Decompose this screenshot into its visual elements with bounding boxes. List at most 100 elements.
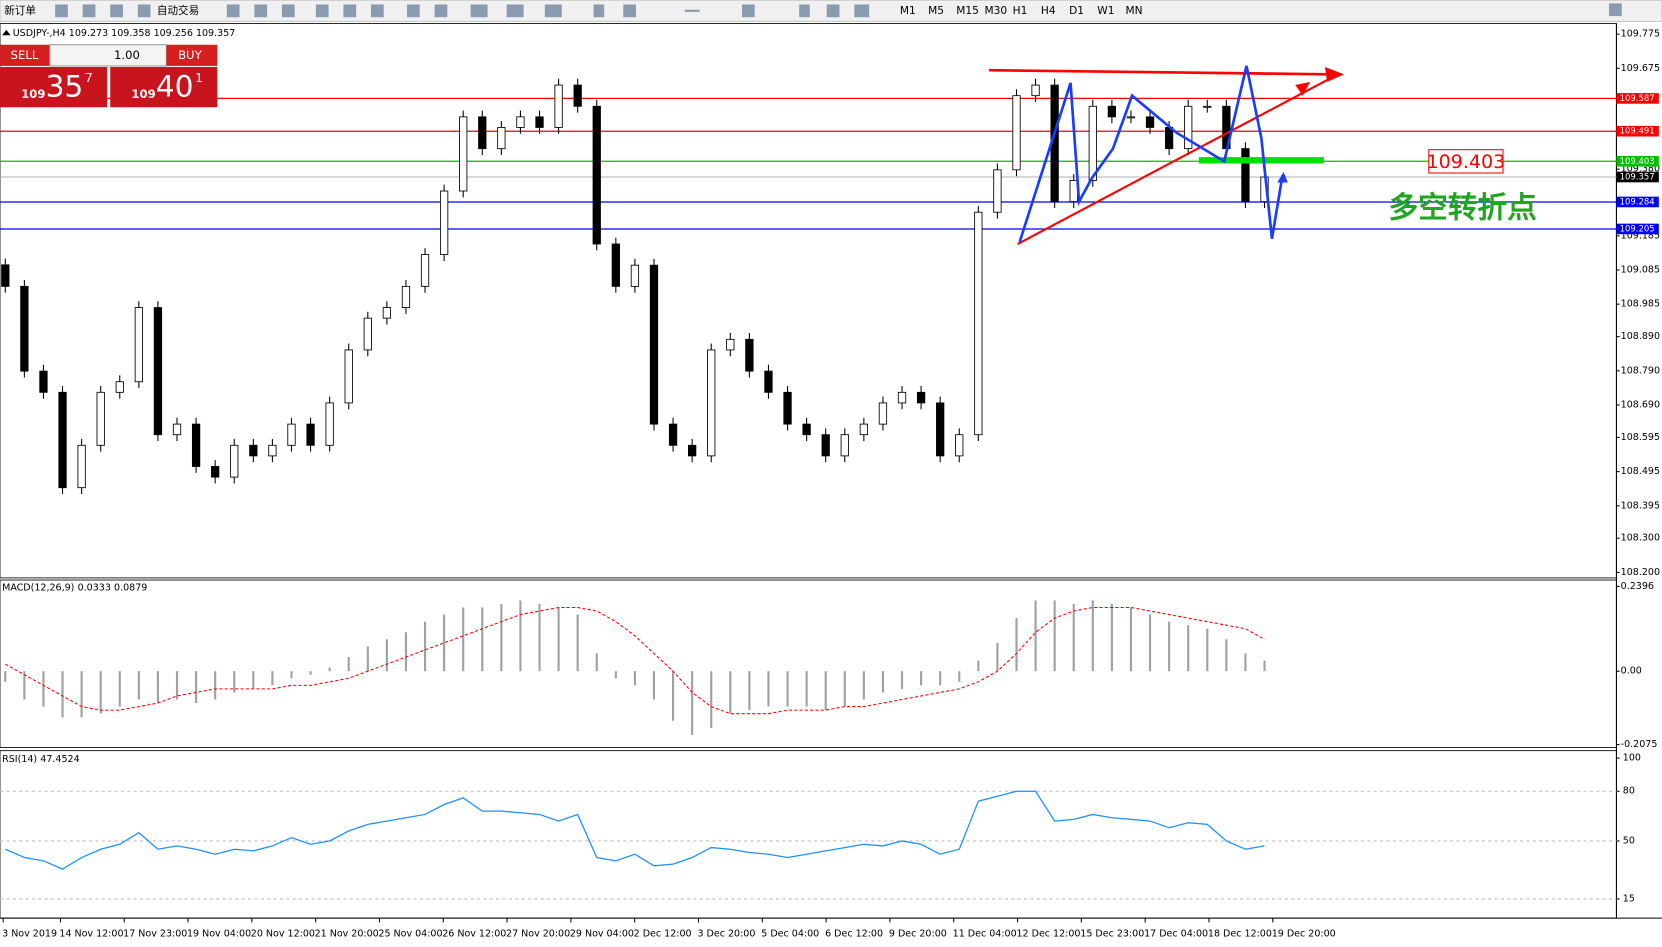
icon[interactable] xyxy=(593,4,605,18)
macd-bar xyxy=(271,671,274,686)
icon[interactable] xyxy=(684,9,700,12)
sell-label[interactable]: SELL xyxy=(11,48,39,62)
y-tick-label: 108.300 xyxy=(1621,533,1660,544)
macd-bar xyxy=(824,671,827,711)
sell-button[interactable] xyxy=(0,44,50,66)
icon[interactable] xyxy=(741,4,755,18)
buy-price-box[interactable] xyxy=(110,67,218,108)
bid-price-box xyxy=(1616,171,1659,183)
x-tick-label: 20 Nov 12:00 xyxy=(251,929,315,940)
timeframe-button[interactable]: D1 xyxy=(1069,5,1084,17)
rsi-line xyxy=(5,790,1265,870)
timeframe-button[interactable]: M15 xyxy=(956,5,979,17)
timeframe-button[interactable]: MN xyxy=(1125,5,1142,17)
icon[interactable] xyxy=(407,4,420,18)
macd-bar xyxy=(481,607,484,672)
timeframe-button[interactable]: H1 xyxy=(1013,5,1028,17)
level-price-box xyxy=(1616,125,1659,137)
bid-price-label: 109.357 xyxy=(1620,172,1655,182)
candle-body xyxy=(840,434,849,457)
icon[interactable] xyxy=(623,4,636,18)
sell-price-fraction: 7 xyxy=(85,70,93,85)
x-tick-label: 17 Nov 23:00 xyxy=(123,929,187,940)
macd-bar xyxy=(233,671,236,693)
icon[interactable] xyxy=(226,4,240,18)
icon[interactable] xyxy=(110,4,123,18)
candle-body xyxy=(1184,105,1193,150)
macd-bar xyxy=(710,671,713,728)
trend-line[interactable] xyxy=(988,68,1338,76)
y-tick-label: 15 xyxy=(1623,893,1635,904)
trend-line[interactable] xyxy=(1017,73,1339,245)
icon[interactable] xyxy=(826,4,840,18)
collapse-arrow[interactable] xyxy=(2,29,11,36)
icon[interactable] xyxy=(82,4,96,18)
buy-button[interactable] xyxy=(166,44,218,66)
x-tick-label: 19 Dec 20:00 xyxy=(1272,929,1336,940)
y-tick-label: 108.985 xyxy=(1621,299,1660,310)
buy-label[interactable]: BUY xyxy=(178,48,203,62)
candle-body xyxy=(497,127,506,150)
icon[interactable] xyxy=(470,4,488,18)
x-tick-label: 17 Dec 04:00 xyxy=(1144,929,1208,940)
candle-body xyxy=(916,391,926,404)
icon[interactable] xyxy=(434,4,448,18)
macd-bar xyxy=(519,600,522,672)
macd-bar xyxy=(252,671,255,689)
level-price-box xyxy=(1616,155,1659,167)
macd-bar xyxy=(786,671,789,707)
icon[interactable] xyxy=(343,4,357,18)
candle-body xyxy=(745,338,754,372)
candle-body xyxy=(382,307,392,319)
level-marker[interactable] xyxy=(1198,157,1324,164)
x-tick-label: 6 Dec 12:00 xyxy=(825,929,883,940)
x-tick-label: 26 Nov 12:00 xyxy=(442,929,506,940)
new-order-button[interactable]: 新订单 xyxy=(4,4,36,17)
candle-body xyxy=(649,264,659,425)
icon[interactable] xyxy=(799,4,810,18)
icon[interactable] xyxy=(854,4,870,18)
lots-value[interactable]: 1.00 xyxy=(114,48,140,62)
macd-bar xyxy=(195,671,198,704)
search-icon[interactable] xyxy=(1609,3,1622,17)
icon[interactable] xyxy=(281,4,295,18)
macd-bar xyxy=(1225,639,1228,672)
auto-trading-button[interactable]: 自动交易 xyxy=(157,4,199,17)
sell-price-box[interactable] xyxy=(0,67,108,108)
level-price-label: 109.205 xyxy=(1620,223,1655,233)
candle-body xyxy=(1107,105,1117,118)
x-tick-label: 15 Dec 23:00 xyxy=(1080,929,1144,940)
wave-line[interactable] xyxy=(1018,65,1284,243)
y-tick-label: 0.00 xyxy=(1621,666,1642,677)
timeframe-button[interactable]: H4 xyxy=(1041,5,1056,17)
macd-bar xyxy=(977,660,980,672)
macd-bar xyxy=(404,632,408,672)
y-tick-label: 108.690 xyxy=(1621,399,1660,410)
timeframe-button[interactable]: M30 xyxy=(984,5,1007,17)
timeframe-button[interactable]: M5 xyxy=(928,5,944,17)
macd-bar xyxy=(385,639,388,672)
candle-body xyxy=(859,423,868,436)
candle-body xyxy=(306,423,315,446)
icon[interactable] xyxy=(370,4,384,18)
timeframe-button[interactable]: W1 xyxy=(1097,5,1114,17)
icon[interactable] xyxy=(55,4,68,18)
icon[interactable] xyxy=(506,4,524,18)
buy-price-fraction: 1 xyxy=(195,70,203,85)
macd-bar xyxy=(614,671,617,679)
icon[interactable] xyxy=(254,4,268,18)
lots-input[interactable] xyxy=(49,44,167,67)
icon[interactable] xyxy=(137,4,151,18)
candle-body xyxy=(1031,84,1040,97)
icon[interactable] xyxy=(315,4,329,18)
icon[interactable] xyxy=(544,4,562,18)
x-tick-label: 3 Nov 2019 xyxy=(2,929,57,940)
timeframe-button[interactable]: M1 xyxy=(900,5,916,17)
y-tick-label: 108.395 xyxy=(1621,500,1660,511)
macd-bar xyxy=(881,671,884,693)
drawn-objects xyxy=(988,65,1504,245)
candle-body xyxy=(516,116,525,128)
macd-bar xyxy=(347,657,350,672)
candle-body xyxy=(974,211,983,436)
